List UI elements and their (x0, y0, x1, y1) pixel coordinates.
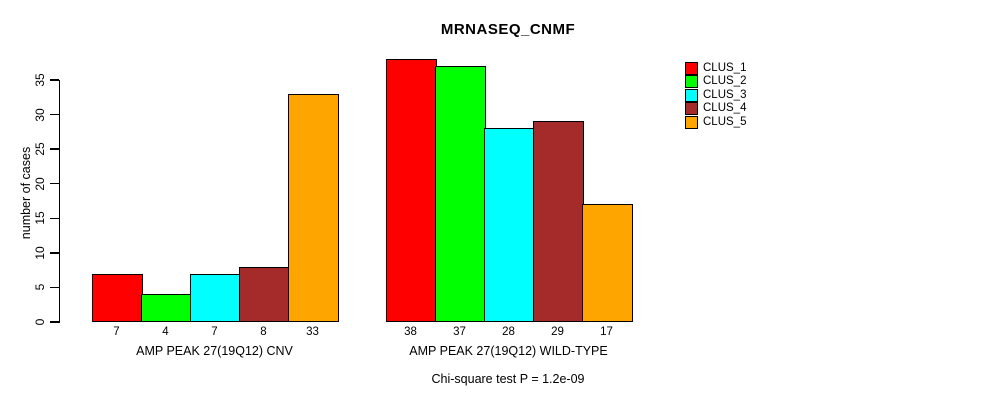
y-axis-tick-label: 0 (33, 318, 47, 326)
bar-value-label: 17 (600, 326, 613, 338)
legend-label: CLUS_4 (703, 102, 747, 115)
bar-value-label: 8 (260, 326, 267, 338)
x-axis-group-label: AMP PEAK 27(19Q12) CNV (136, 344, 293, 358)
y-axis-tick (49, 182, 59, 185)
legend-color-swatch (685, 88, 698, 102)
legend-item-clus_2: CLUS_2 (685, 75, 747, 89)
bar-clus_2-group1 (141, 294, 192, 322)
legend-item-clus_5: CLUS_5 (685, 115, 747, 129)
y-axis-tick-label: 15 (33, 211, 47, 225)
y-axis-tick (49, 79, 59, 81)
legend-color-swatch (685, 75, 698, 89)
legend-label: CLUS_1 (703, 62, 747, 74)
y-axis-tick-label: 10 (33, 246, 47, 260)
y-axis-title: number of cases (19, 146, 33, 240)
x-axis-group-label: AMP PEAK 27(19Q12) WILD-TYPE (409, 344, 608, 358)
legend-label: CLUS_2 (703, 75, 747, 88)
bar-clus_4-group2 (533, 121, 584, 322)
bar-clus_4-group1 (239, 266, 290, 322)
y-axis-tick (49, 252, 59, 254)
y-axis-tick (49, 217, 59, 220)
bar-clus_3-group1 (190, 273, 241, 322)
chi-square-note: Chi-square test P = 1.2e-09 (431, 372, 585, 386)
y-axis-tick-label: 5 (33, 284, 47, 291)
bar-clus_1-group1 (92, 273, 143, 322)
bar-clus_2-group2 (435, 66, 486, 322)
y-axis-tick (49, 286, 59, 289)
bar-value-label: 28 (502, 326, 515, 338)
y-axis-tick (49, 113, 59, 116)
legend-item-clus_1: CLUS_1 (685, 62, 746, 75)
legend-label: CLUS_3 (703, 88, 747, 101)
y-axis-tick-label: 25 (33, 142, 47, 156)
bar-value-label: 37 (453, 326, 466, 338)
chart-title: MRNASEQ_CNMF (440, 21, 576, 38)
bar-value-label: 33 (306, 326, 319, 338)
bar-value-label: 38 (404, 326, 417, 338)
y-axis-tick-label: 35 (33, 73, 47, 87)
legend-item-clus_4: CLUS_4 (685, 102, 747, 116)
bar-value-label: 7 (211, 326, 218, 338)
y-axis-tick-label: 20 (33, 177, 47, 191)
bar-clus_5-group2 (582, 204, 633, 322)
y-axis-line (58, 80, 60, 324)
y-axis-tick (49, 148, 59, 150)
bar-clus_3-group2 (484, 128, 535, 322)
bar-value-label: 4 (162, 326, 169, 338)
legend-color-swatch (685, 102, 698, 116)
y-axis-tick (49, 321, 59, 323)
legend-color-swatch (685, 115, 698, 129)
bar-clus_5-group1 (288, 93, 339, 322)
legend-color-swatch (685, 62, 698, 75)
bar-value-label: 7 (113, 326, 120, 338)
legend-label: CLUS_5 (703, 115, 747, 128)
bar-clus_1-group2 (386, 59, 437, 322)
y-axis-tick-label: 30 (33, 107, 47, 122)
bar-value-label: 29 (551, 326, 564, 338)
legend-item-clus_3: CLUS_3 (685, 88, 747, 102)
